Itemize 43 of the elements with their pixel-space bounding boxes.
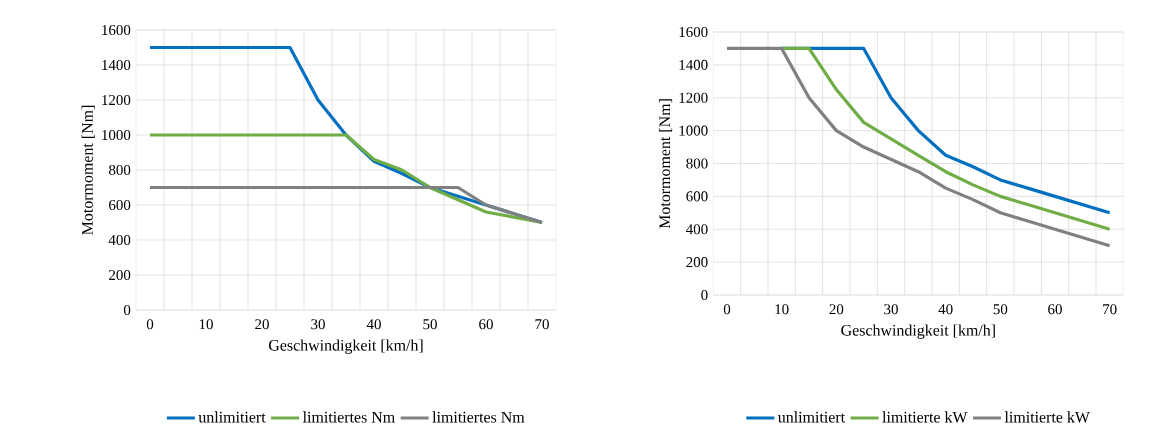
y-tick-label: 1200 bbox=[102, 94, 131, 106]
y-tick-label: 1000 bbox=[102, 129, 131, 141]
x-tick-label: 40 bbox=[938, 304, 953, 315]
y-tick-label: 1200 bbox=[679, 92, 708, 103]
y-tick-label: 1400 bbox=[679, 59, 708, 70]
y-axis-title: Motormoment [Nm] bbox=[81, 105, 95, 235]
x-tick-label: 60 bbox=[479, 319, 493, 330]
x-tick-label: 60 bbox=[1048, 304, 1062, 315]
y-tick-label: 1600 bbox=[679, 26, 708, 38]
y-tick-label: 1600 bbox=[102, 24, 131, 36]
x-tick-label: 20 bbox=[255, 319, 269, 330]
legend-label: limitiertes Nm bbox=[302, 411, 395, 423]
y-tick-label: 600 bbox=[109, 199, 131, 211]
y-tick-label: 800 bbox=[686, 158, 708, 169]
x-tick-label: 70 bbox=[1103, 304, 1117, 315]
y-tick-label: 200 bbox=[109, 269, 131, 281]
x-tick-label: 70 bbox=[535, 319, 549, 330]
x-axis-title: Geschwindigkeit [km/h] bbox=[841, 324, 995, 339]
y-tick-label: 400 bbox=[686, 224, 708, 235]
x-tick-label: 30 bbox=[311, 319, 325, 330]
x-tick-label: 50 bbox=[423, 319, 437, 330]
y-tick-label: 600 bbox=[686, 191, 708, 202]
x-tick-label: 0 bbox=[723, 304, 731, 315]
legend-label: limitierte kW bbox=[882, 411, 968, 423]
legend-label: limitiertes Nm bbox=[432, 411, 525, 423]
x-tick-label: 50 bbox=[993, 304, 1008, 315]
legend-label: unlimitiert bbox=[198, 411, 266, 423]
x-axis-title: Geschwindigkeit [km/h] bbox=[268, 339, 423, 354]
x-tick-label: 20 bbox=[829, 304, 844, 315]
y-axis-title: Motormoment [Nm] bbox=[658, 99, 673, 229]
x-tick-label: 10 bbox=[775, 304, 789, 315]
y-tick-label: 400 bbox=[108, 234, 131, 246]
x-tick-label: 10 bbox=[199, 319, 213, 330]
y-tick-label: 800 bbox=[108, 164, 131, 176]
y-tick-label: 200 bbox=[686, 257, 708, 268]
legend-label: unlimitiert bbox=[777, 411, 845, 423]
x-tick-label: 30 bbox=[884, 304, 898, 315]
x-tick-label: 0 bbox=[146, 319, 154, 330]
y-tick-label: 0 bbox=[701, 289, 708, 301]
y-tick-label: 1400 bbox=[102, 59, 131, 71]
legend-label: limitierte kW bbox=[1004, 411, 1090, 423]
x-tick-label: 40 bbox=[366, 319, 381, 330]
y-tick-label: 1000 bbox=[679, 125, 708, 136]
